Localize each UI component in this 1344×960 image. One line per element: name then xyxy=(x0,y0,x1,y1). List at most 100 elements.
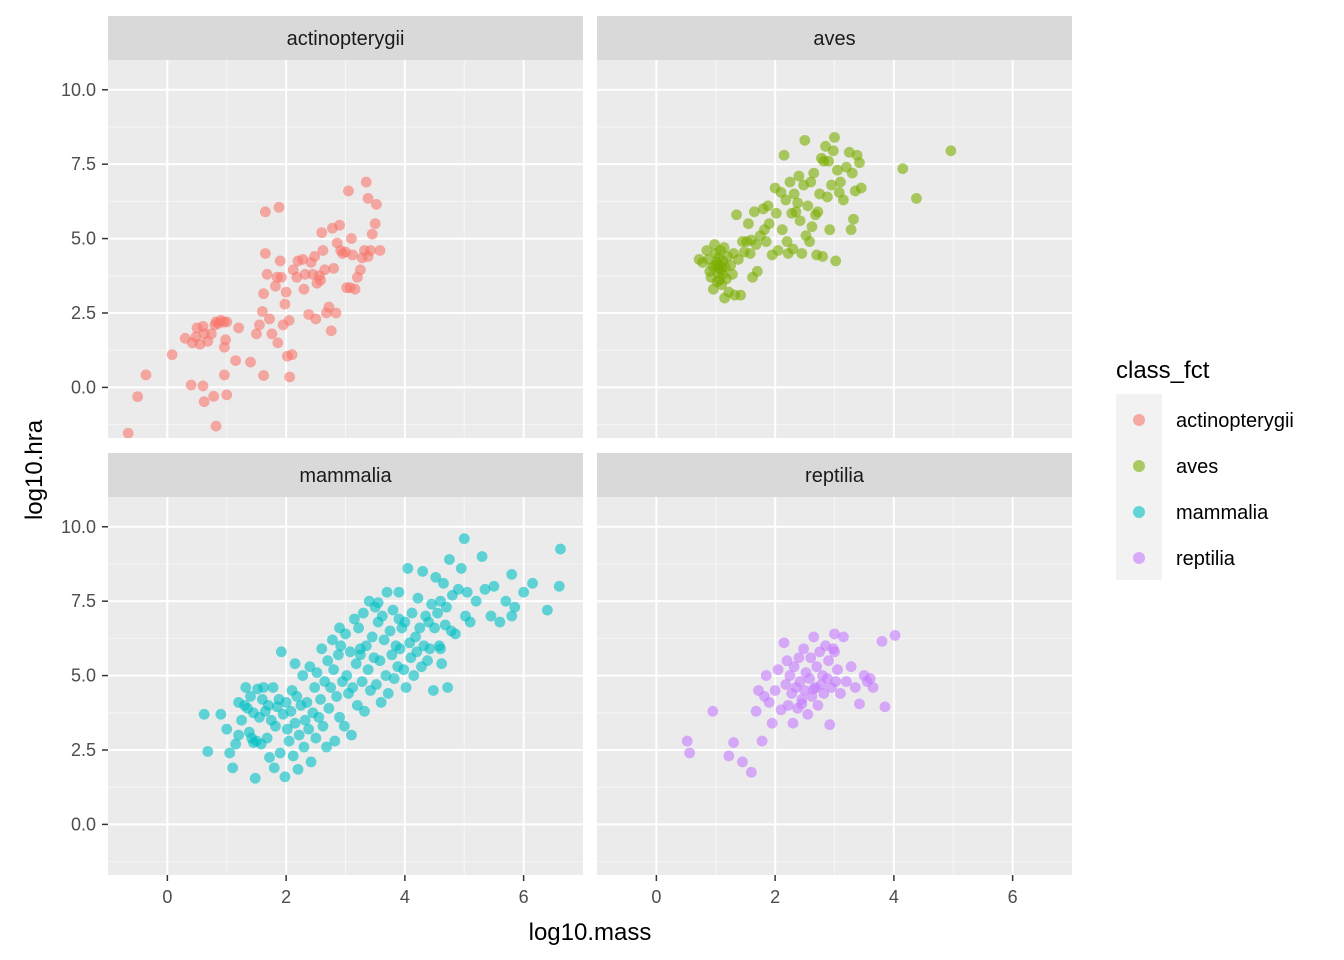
data-point xyxy=(555,543,566,555)
data-point xyxy=(378,634,390,646)
data-point xyxy=(349,283,361,295)
data-point xyxy=(718,242,730,253)
facet-strip-label-actinopterygii: actinopterygii xyxy=(287,28,405,50)
data-point xyxy=(684,747,696,759)
data-point xyxy=(781,655,793,667)
y-tick-label: 2.5 xyxy=(71,740,96,760)
data-point xyxy=(438,577,449,589)
data-point xyxy=(331,691,342,702)
data-point xyxy=(812,206,824,218)
data-point xyxy=(726,268,738,280)
data-point xyxy=(826,179,837,191)
data-point xyxy=(829,646,840,658)
data-point xyxy=(422,655,433,667)
facet-strip-label-mammalia: mammalia xyxy=(299,465,392,487)
data-point xyxy=(332,649,344,661)
data-point xyxy=(796,248,808,259)
data-point xyxy=(343,185,354,197)
data-point xyxy=(221,723,233,735)
data-point xyxy=(372,597,384,609)
data-point xyxy=(317,245,329,256)
data-point xyxy=(140,369,152,381)
data-point xyxy=(804,236,815,247)
data-point xyxy=(322,655,334,667)
data-point xyxy=(280,696,292,708)
data-point xyxy=(832,164,843,176)
data-point xyxy=(838,194,849,206)
data-point xyxy=(376,610,388,622)
data-point xyxy=(357,607,369,619)
data-point xyxy=(411,646,423,658)
data-point xyxy=(259,248,271,259)
data-point xyxy=(122,427,134,438)
data-point xyxy=(287,750,299,762)
facet-reptilia: reptilia 0 2 4 6 xyxy=(597,453,1072,907)
facet-panels: actinopterygii 0.0 2.5 5.0 7.5 10.0 aves mammal… xyxy=(61,16,1072,907)
data-point xyxy=(350,658,362,670)
data-point xyxy=(394,643,406,655)
data-point xyxy=(283,735,295,747)
data-point xyxy=(323,301,335,313)
data-point xyxy=(258,288,269,300)
data-point xyxy=(414,622,426,634)
data-point xyxy=(248,737,259,748)
data-point xyxy=(270,280,281,292)
data-point xyxy=(897,163,909,175)
data-point xyxy=(780,194,792,206)
legend-item-mammalia: mammalia xyxy=(1133,502,1269,524)
data-point xyxy=(298,283,310,295)
data-point xyxy=(723,750,735,762)
data-point xyxy=(328,262,340,274)
y-tick-label: 5.0 xyxy=(71,229,96,249)
facet-mammalia: mammalia 0.0 2.5 5.0 7.5 10.0 0 2 4 6 xyxy=(61,453,583,907)
data-point xyxy=(341,670,353,681)
data-point xyxy=(221,389,233,401)
data-point xyxy=(408,670,420,681)
legend-label-reptilia: reptilia xyxy=(1176,548,1236,570)
data-point xyxy=(854,157,865,169)
data-point xyxy=(449,628,461,640)
data-point xyxy=(681,735,693,747)
data-point xyxy=(240,682,252,693)
data-point xyxy=(297,670,309,681)
data-point xyxy=(321,741,332,753)
data-point xyxy=(325,682,337,693)
data-point xyxy=(827,145,839,157)
data-point xyxy=(346,729,357,741)
facet-strip-actinopterygii xyxy=(108,16,583,60)
data-point xyxy=(798,643,810,655)
data-point xyxy=(356,676,368,687)
data-point xyxy=(788,188,800,200)
points-reptilia xyxy=(681,628,901,778)
data-point xyxy=(304,661,316,673)
legend-item-aves: aves xyxy=(1133,456,1218,478)
data-point xyxy=(793,170,805,182)
data-point xyxy=(442,682,454,693)
y-tick-label: 0.0 xyxy=(71,377,96,397)
data-point xyxy=(202,746,214,757)
points-aves xyxy=(693,131,957,304)
data-point xyxy=(808,683,820,695)
data-point xyxy=(787,717,799,729)
data-point xyxy=(476,551,488,562)
data-point xyxy=(319,264,331,276)
data-point xyxy=(230,355,242,367)
data-point xyxy=(305,756,317,768)
data-point xyxy=(236,714,247,726)
data-point xyxy=(452,583,464,595)
data-point xyxy=(845,224,857,236)
data-point xyxy=(381,586,393,598)
data-point xyxy=(732,254,744,265)
data-point xyxy=(780,679,792,690)
data-point xyxy=(292,763,304,775)
y-tick-label: 0.0 xyxy=(71,814,96,834)
data-point xyxy=(435,643,446,655)
data-point xyxy=(289,658,301,670)
x-tick-label: 4 xyxy=(400,887,410,907)
data-point xyxy=(829,628,840,640)
data-point xyxy=(264,752,275,763)
data-point xyxy=(553,580,565,592)
data-point xyxy=(281,723,293,735)
data-point xyxy=(838,631,849,643)
